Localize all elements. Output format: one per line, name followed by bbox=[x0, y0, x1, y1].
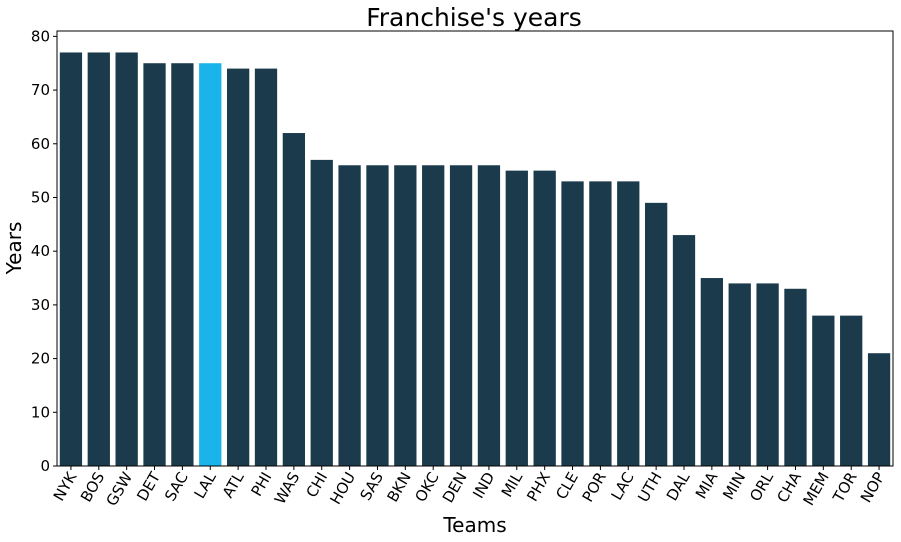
x-tick-label: NOP bbox=[857, 469, 889, 506]
x-tick-label: MEM bbox=[800, 469, 833, 509]
bar-mem bbox=[812, 315, 835, 466]
x-tick-label: DAL bbox=[663, 468, 694, 503]
bar-bkn bbox=[394, 165, 417, 466]
bar-was bbox=[282, 133, 306, 467]
x-tick-label: LAC bbox=[608, 469, 638, 503]
bar-mia bbox=[700, 278, 724, 466]
x-tick-label: BKN bbox=[384, 469, 415, 505]
x-axis-label: Teams bbox=[442, 513, 506, 537]
plot-frame bbox=[56, 30, 894, 467]
bar-bos bbox=[87, 52, 110, 466]
y-tick-label: 70 bbox=[31, 81, 50, 99]
bar-group bbox=[59, 52, 891, 467]
x-tick-label: ORL bbox=[746, 468, 777, 504]
bar-den bbox=[449, 165, 473, 466]
bar-ind bbox=[477, 165, 501, 466]
bar-sas bbox=[366, 165, 389, 466]
x-tick-label: PHX bbox=[523, 469, 554, 505]
x-tick-label: POR bbox=[579, 469, 610, 505]
x-tick-label: LAL bbox=[190, 468, 220, 501]
x-tick-label: DET bbox=[133, 468, 164, 504]
bar-nyk bbox=[59, 52, 83, 466]
y-tick-label: 50 bbox=[31, 188, 50, 206]
bar-cle bbox=[561, 181, 584, 466]
x-tick-label: OKC bbox=[411, 469, 442, 505]
bar-phi bbox=[254, 68, 278, 466]
bar-por bbox=[589, 181, 612, 466]
bar-phx bbox=[533, 170, 556, 466]
x-tick-label: DEN bbox=[439, 469, 471, 506]
x-tick-label: GSW bbox=[103, 469, 137, 509]
x-tick-label: NYK bbox=[50, 468, 81, 504]
bar-hou bbox=[338, 165, 361, 466]
x-tick-label: ATL bbox=[219, 468, 248, 501]
x-tick-label: PHI bbox=[248, 469, 276, 499]
x-tick-label: MIA bbox=[692, 468, 722, 502]
bar-orl bbox=[756, 283, 779, 466]
x-tick-label: MIN bbox=[719, 469, 749, 503]
bar-det bbox=[143, 63, 166, 466]
bar-nop bbox=[867, 353, 891, 466]
bar-lac bbox=[617, 181, 640, 466]
y-tick-label: 60 bbox=[31, 135, 50, 153]
y-axis: 0 10 20 30 40 50 60 70 80 bbox=[31, 27, 57, 475]
y-tick-label: 30 bbox=[31, 296, 50, 314]
bar-chi bbox=[310, 159, 333, 466]
y-tick-label: 10 bbox=[31, 403, 50, 421]
bar-min bbox=[728, 283, 751, 466]
bar-uth bbox=[644, 202, 668, 466]
y-axis-label: Years bbox=[2, 222, 26, 276]
bar-cha bbox=[784, 288, 807, 466]
x-tick-label: HOU bbox=[326, 469, 359, 508]
bar-lal bbox=[199, 63, 222, 466]
bar-gsw bbox=[115, 52, 138, 466]
x-tick-label: CLE bbox=[552, 469, 582, 503]
bar-atl bbox=[226, 68, 250, 466]
x-tick-label: SAS bbox=[357, 469, 387, 504]
bar-sac bbox=[171, 63, 194, 466]
bar-okc bbox=[422, 165, 445, 466]
y-tick-label: 80 bbox=[31, 27, 50, 45]
bar-dal bbox=[672, 235, 696, 466]
bar-tor bbox=[840, 315, 863, 466]
x-tick-label: SAC bbox=[161, 469, 192, 504]
y-tick-label: 40 bbox=[31, 242, 50, 260]
x-tick-label: IND bbox=[469, 469, 498, 502]
y-tick-label: 20 bbox=[31, 350, 50, 368]
y-tick-label: 0 bbox=[40, 457, 50, 475]
x-tick-label: WAS bbox=[271, 469, 303, 507]
x-tick-label: TOR bbox=[829, 469, 861, 506]
chart-title: Franchise's years bbox=[366, 3, 582, 32]
x-tick-label: UTH bbox=[634, 469, 665, 505]
bar-mil bbox=[505, 170, 528, 466]
